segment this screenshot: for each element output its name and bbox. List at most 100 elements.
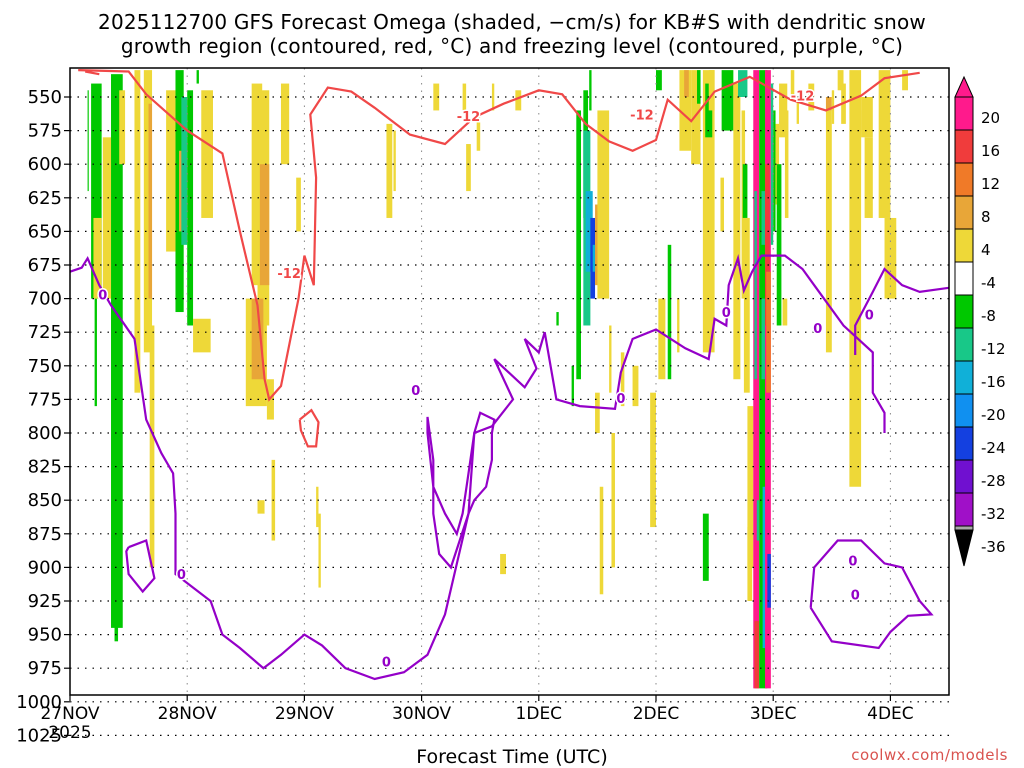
omega-cell — [667, 244, 672, 380]
omega-cell — [770, 83, 774, 245]
omega-cell — [761, 298, 768, 380]
y-tick-label: 675 — [28, 255, 62, 276]
omega-cell — [166, 90, 176, 252]
colorbar-segment — [954, 459, 974, 494]
colorbar-label: -24 — [981, 439, 1006, 457]
freezing-level-contour — [70, 253, 886, 681]
x-year-label: 2025 — [48, 723, 91, 743]
omega-cell — [861, 97, 873, 138]
colorbar-segment — [954, 129, 974, 164]
omega-cell — [754, 191, 757, 380]
snow-growth-contour — [78, 69, 920, 402]
omega-cell — [620, 352, 625, 407]
omega-cell — [181, 97, 188, 245]
omega-cell — [433, 83, 440, 111]
x-tick-label: 3DEC — [750, 704, 797, 724]
omega-cell — [476, 117, 481, 151]
omega-cell — [462, 83, 467, 111]
y-tick-label: 625 — [28, 188, 62, 209]
omega-cell — [708, 70, 715, 111]
omega-cell — [592, 244, 598, 272]
snow-growth-contour — [84, 70, 100, 76]
omega-cell — [296, 177, 301, 232]
colorbar-label: -12 — [981, 340, 1006, 358]
omega-cell — [702, 513, 709, 581]
omega-cell — [721, 70, 734, 131]
omega-cell — [632, 365, 639, 407]
omega-cell — [902, 70, 908, 91]
omega-cell — [91, 83, 102, 299]
omega-cell — [720, 177, 724, 232]
omega-cell — [466, 144, 471, 192]
colorbar-label: -20 — [981, 406, 1006, 424]
y-tick-label: 750 — [28, 356, 62, 377]
snow-growth-label: -12 — [791, 90, 815, 105]
colorbar-segment — [954, 195, 974, 230]
colorbar-bottom-arrow — [954, 529, 974, 567]
x-tick-label: 1DEC — [516, 704, 563, 724]
omega-cell — [779, 83, 788, 138]
y-axis: 550 575 600 625 650 675 700 725 750 775 800 825 850 8… — [16, 87, 70, 746]
omega-cell — [697, 70, 701, 104]
omega-cell — [318, 513, 321, 588]
omega-cell — [684, 70, 689, 97]
omega-cell — [679, 70, 692, 151]
colorbar-label: 20 — [981, 109, 1000, 127]
omega-cell — [747, 406, 754, 568]
y-tick-label: 1025 — [16, 725, 62, 746]
omega-cell — [738, 70, 748, 97]
omega-cell — [742, 164, 748, 218]
omega-cell — [656, 70, 662, 91]
omega-cell — [251, 298, 264, 380]
x-tick-label: 30NOV — [392, 704, 451, 724]
colorbar-segment — [954, 228, 974, 263]
omega-cell — [611, 433, 615, 568]
omega-cell — [571, 365, 574, 407]
colorbar-label: -4 — [981, 274, 996, 292]
omega-cell — [754, 621, 760, 689]
omega-cell — [114, 621, 119, 642]
omega-cell — [102, 137, 112, 299]
freezing-level-label: 0 — [722, 306, 731, 321]
y-tick-label: 575 — [28, 121, 62, 142]
snow-growth-label: -12 — [457, 110, 481, 125]
colorbar-segment — [954, 162, 974, 197]
omega-cell — [149, 325, 155, 568]
omega-cell — [808, 83, 815, 111]
colorbar-segment — [954, 261, 974, 296]
omega-cell — [609, 325, 612, 393]
x-tick-label: 2DEC — [633, 704, 680, 724]
y-tick-label: 725 — [28, 322, 62, 343]
omega-cell — [767, 553, 771, 608]
colorbar-segment — [954, 492, 974, 527]
omega-cell — [595, 392, 600, 433]
colorbar: 20 16 12 8 4 -4 -8 -12 -16 -20 -24 -28 -32 -36 — [954, 75, 1006, 567]
colorbar-segment — [954, 393, 974, 428]
colorbar-label: 4 — [981, 241, 991, 259]
omega-cell — [316, 486, 319, 528]
omega-cell — [251, 83, 263, 286]
colorbar-label: 16 — [981, 142, 1000, 160]
omega-cell — [756, 500, 760, 541]
colorbar-label: 12 — [981, 175, 1000, 193]
colorbar-segment — [954, 294, 974, 329]
omega-cell — [187, 90, 194, 326]
contour-label-layer: -12 -12 -12 -12 0 0 0 0 0 0 0 0 0 0 — [97, 88, 876, 672]
snow-growth-label: -12 — [277, 267, 301, 282]
omega-cell — [119, 90, 126, 165]
omega-cell — [782, 298, 788, 326]
omega-cell — [825, 97, 832, 111]
contour-layer — [70, 69, 949, 681]
colorbar-label: -16 — [981, 373, 1006, 391]
freezing-level-label: 0 — [865, 309, 874, 324]
x-tick-label: 27NOV — [40, 704, 99, 724]
omega-cell — [773, 110, 776, 232]
y-tick-label: 825 — [28, 457, 62, 478]
y-tick-label: 1000 — [16, 692, 62, 713]
freezing-level-label: 0 — [813, 322, 822, 337]
omega-cell — [702, 70, 715, 353]
omega-cell — [650, 392, 656, 528]
omega-cell — [193, 318, 211, 353]
omega-cell — [589, 70, 592, 111]
